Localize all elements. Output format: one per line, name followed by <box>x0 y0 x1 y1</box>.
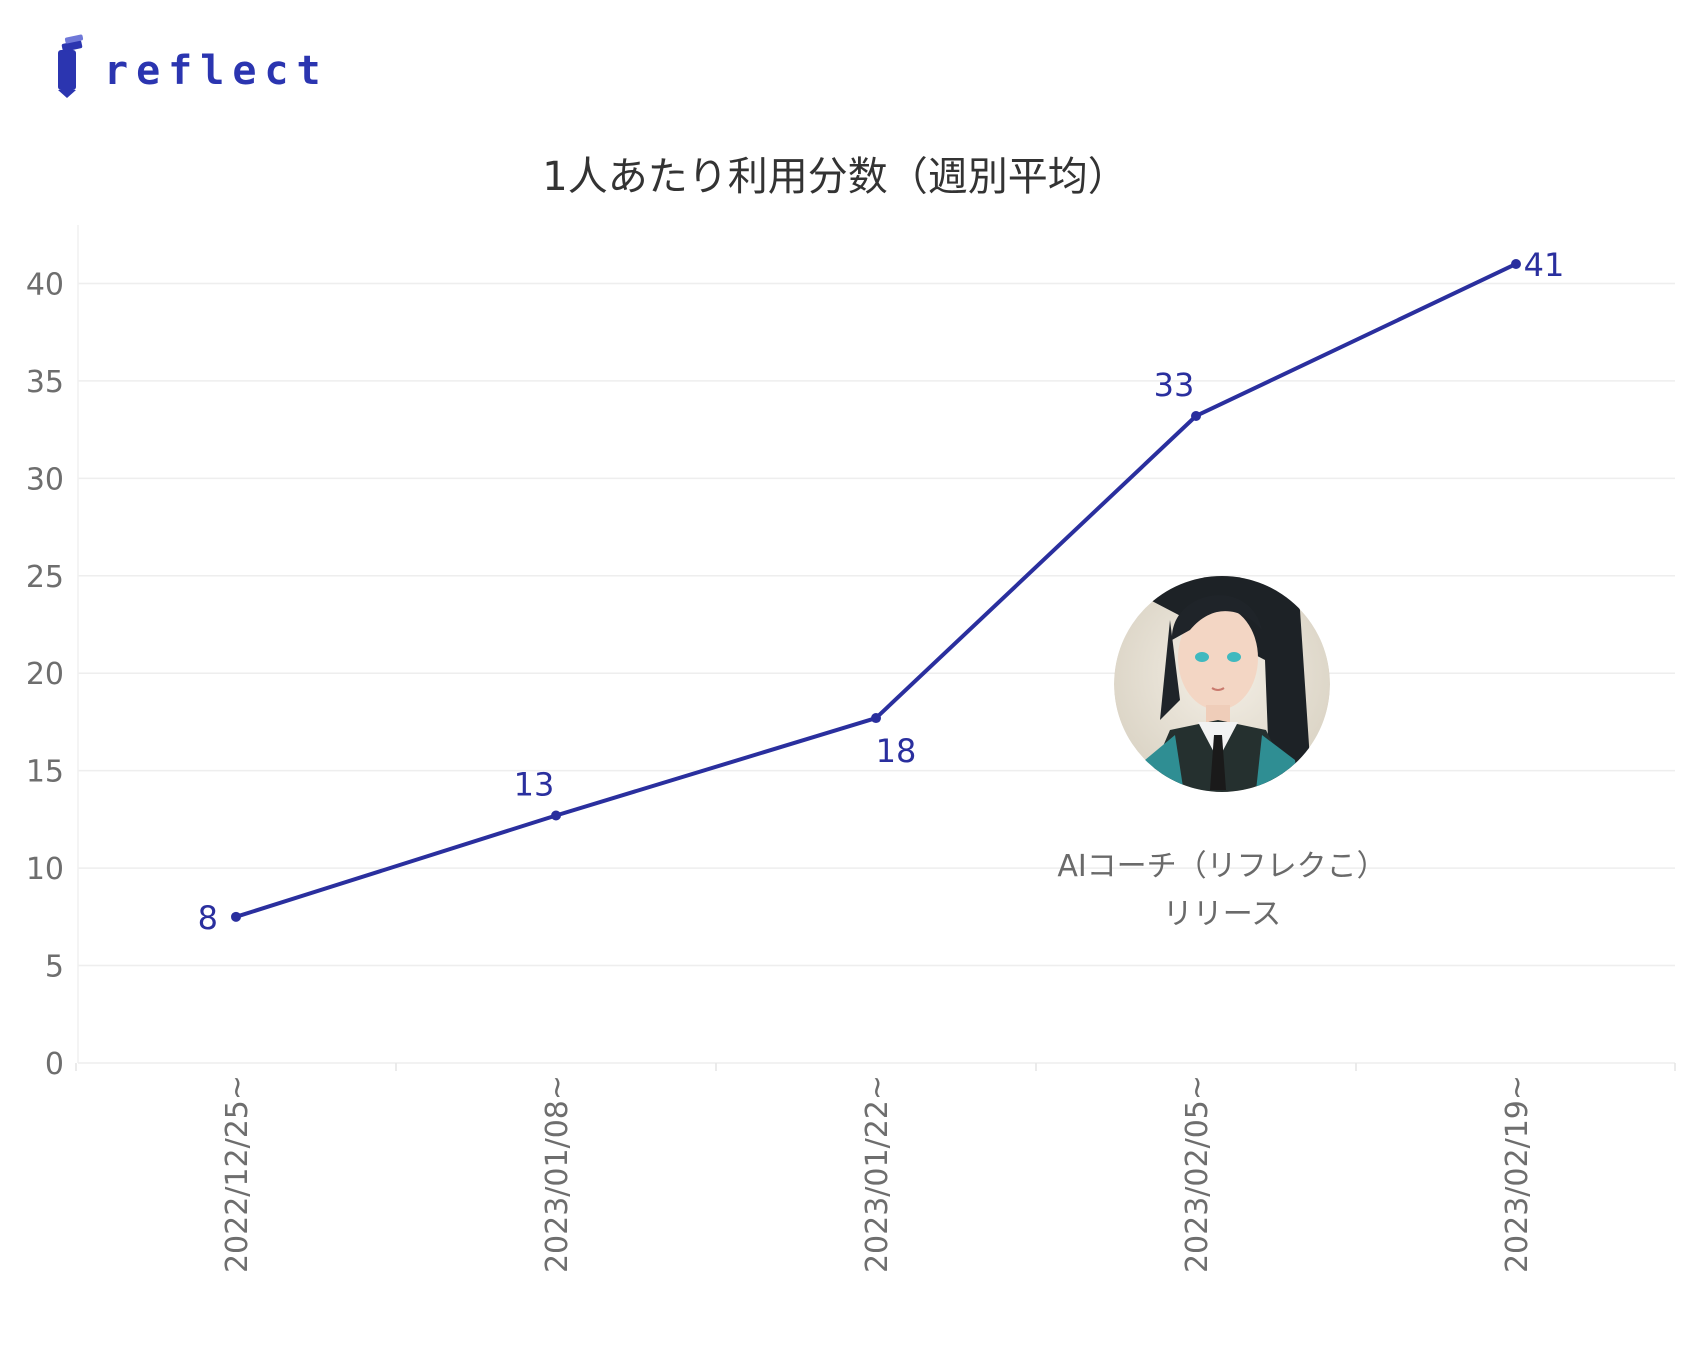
y-tick-label: 40 <box>26 267 64 302</box>
x-tick-label: 2023/02/19~ <box>1500 1075 1535 1273</box>
x-tick-label: 2022/12/25~ <box>220 1075 255 1273</box>
data-point <box>231 911 241 922</box>
y-tick-label: 0 <box>45 1047 64 1082</box>
annotation-line-1: AIコーチ（リフレクこ） <box>1057 849 1386 884</box>
y-tick-label: 25 <box>26 560 64 595</box>
data-label: 8 <box>198 899 218 937</box>
series-group: 8 13 18 33 41 <box>198 246 1565 937</box>
y-tick-label: 5 <box>45 950 64 985</box>
annotation: AIコーチ（リフレクこ） リリース <box>1057 576 1387 932</box>
data-label: 18 <box>876 732 917 770</box>
ai-coach-avatar <box>1114 576 1330 792</box>
annotation-line-2: リリース <box>1163 897 1282 932</box>
data-point <box>551 810 561 821</box>
data-label: 13 <box>514 765 555 803</box>
y-tick-label: 20 <box>26 657 64 692</box>
x-tick-label: 2023/02/05~ <box>1180 1075 1215 1273</box>
y-tick-label: 30 <box>26 462 64 497</box>
x-tick-label: 2023/01/22~ <box>860 1075 895 1273</box>
y-tick-label: 10 <box>26 852 64 887</box>
data-label: 41 <box>1524 246 1565 284</box>
data-point <box>1191 410 1201 421</box>
series-line <box>235 262 1517 919</box>
y-tick-label: 15 <box>26 755 64 790</box>
grid-lines <box>77 225 1675 1064</box>
chart-title: 1人あたり利用分数（週別平均） <box>542 154 1127 200</box>
y-tick-label: 35 <box>26 365 64 400</box>
y-axis-ticks: 0 5 10 15 20 25 30 35 40 <box>26 267 64 1082</box>
data-point <box>1511 258 1521 269</box>
data-label: 33 <box>1154 366 1195 404</box>
brand-name: reflect <box>104 48 329 94</box>
pencil-logo-icon <box>58 34 84 98</box>
brand-logo: reflect <box>58 34 329 98</box>
x-axis-ticks: 2022/12/25~ 2023/01/08~ 2023/01/22~ 2023/02… <box>75 1063 1676 1273</box>
data-point <box>871 713 881 724</box>
x-tick-label: 2023/01/08~ <box>540 1075 575 1273</box>
